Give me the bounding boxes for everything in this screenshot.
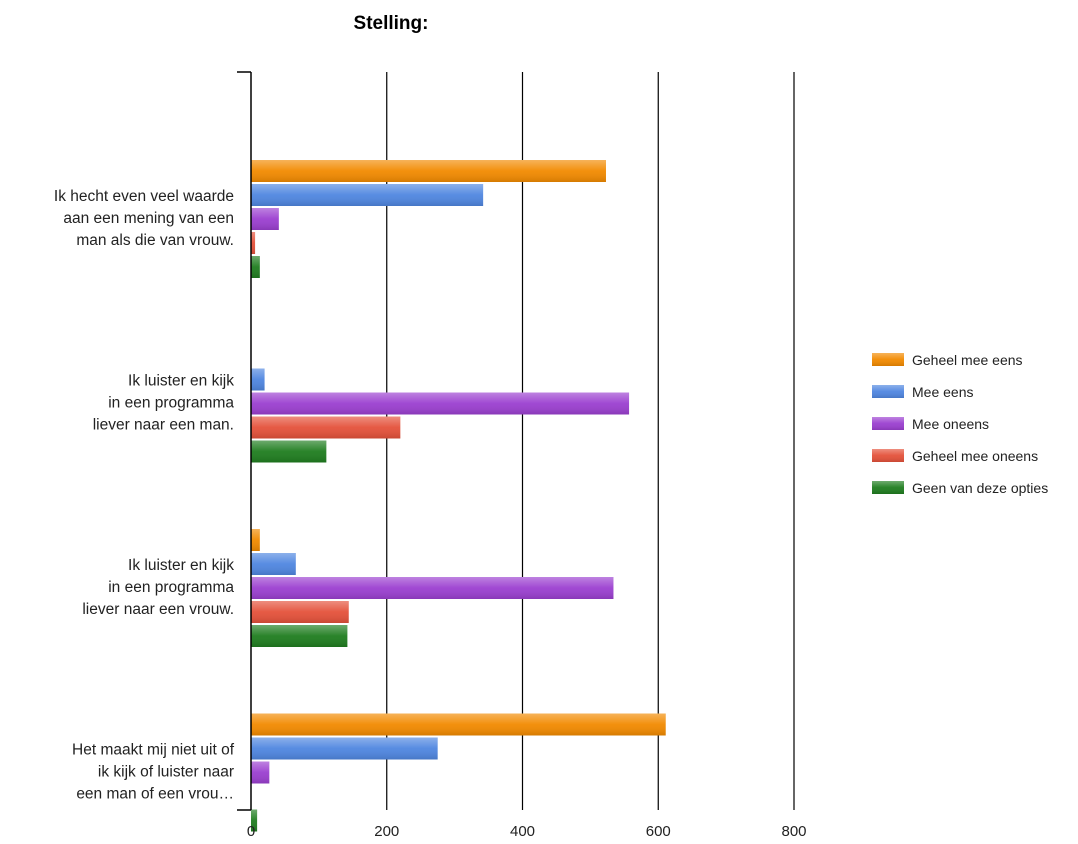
legend-label: Geen van deze opties (912, 480, 1048, 496)
category-label: een man of een vrou… (76, 786, 234, 803)
category-labels: Ik hecht even veel waarde aan een mening … (54, 188, 235, 803)
bar-shading (251, 232, 256, 254)
legend-label: Mee oneens (912, 416, 989, 432)
bar-shading (251, 184, 484, 206)
legend-swatch-shading (872, 417, 904, 430)
category-label: liever naar een vrouw. (82, 601, 234, 618)
bar-shading (251, 256, 260, 278)
legend-label: Mee eens (912, 384, 973, 400)
axes (237, 71, 252, 811)
bar-shading (251, 809, 258, 832)
bar-shading (251, 601, 349, 623)
bar-shading (251, 208, 279, 230)
category-label: in een programma (108, 579, 234, 596)
legend-swatch-shading (872, 385, 904, 398)
bar-shading (251, 160, 606, 182)
bar-shading (251, 416, 401, 439)
category-label: in een programma (108, 395, 234, 412)
gridlines (386, 72, 795, 810)
legend: Geheel mee eens Mee eens Mee oneens Geheel … (872, 352, 1048, 496)
category-label: man als die van vrouw. (76, 232, 234, 249)
category-label: aan een mening van een (63, 210, 234, 227)
category-label: Ik luister en kijk (128, 373, 234, 390)
bar-shading (251, 440, 327, 463)
x-tick-label: 0 (247, 823, 255, 840)
bar-shading (251, 553, 296, 575)
bar-shading (251, 529, 260, 551)
category-label: liever naar een man. (93, 417, 234, 434)
category-label: Ik hecht even veel waarde (54, 188, 234, 205)
bars (251, 160, 666, 832)
bar-shading (251, 392, 630, 415)
bar-shading (251, 368, 265, 391)
legend-swatch-shading (872, 449, 904, 462)
x-tick-labels: 0 200 400 600 800 (247, 823, 807, 840)
bar-shading (251, 761, 270, 784)
x-tick-label: 600 (646, 823, 671, 840)
bar-shading (251, 737, 438, 760)
x-tick-label: 400 (510, 823, 535, 840)
category-label: Het maakt mij niet uit of (72, 742, 235, 759)
legend-swatch-shading (872, 353, 904, 366)
chart-title: Stelling: (354, 13, 429, 34)
legend-swatch-shading (872, 481, 904, 494)
legend-label: Geheel mee oneens (912, 448, 1038, 464)
x-tick-label: 800 (781, 823, 806, 840)
legend-label: Geheel mee eens (912, 352, 1023, 368)
bar-shading (251, 577, 614, 599)
bar-shading (251, 625, 348, 647)
category-label: ik kijk of luister naar (98, 764, 234, 781)
bar-shading (251, 713, 666, 736)
category-label: Ik luister en kijk (128, 557, 234, 574)
x-tick-label: 200 (374, 823, 399, 840)
